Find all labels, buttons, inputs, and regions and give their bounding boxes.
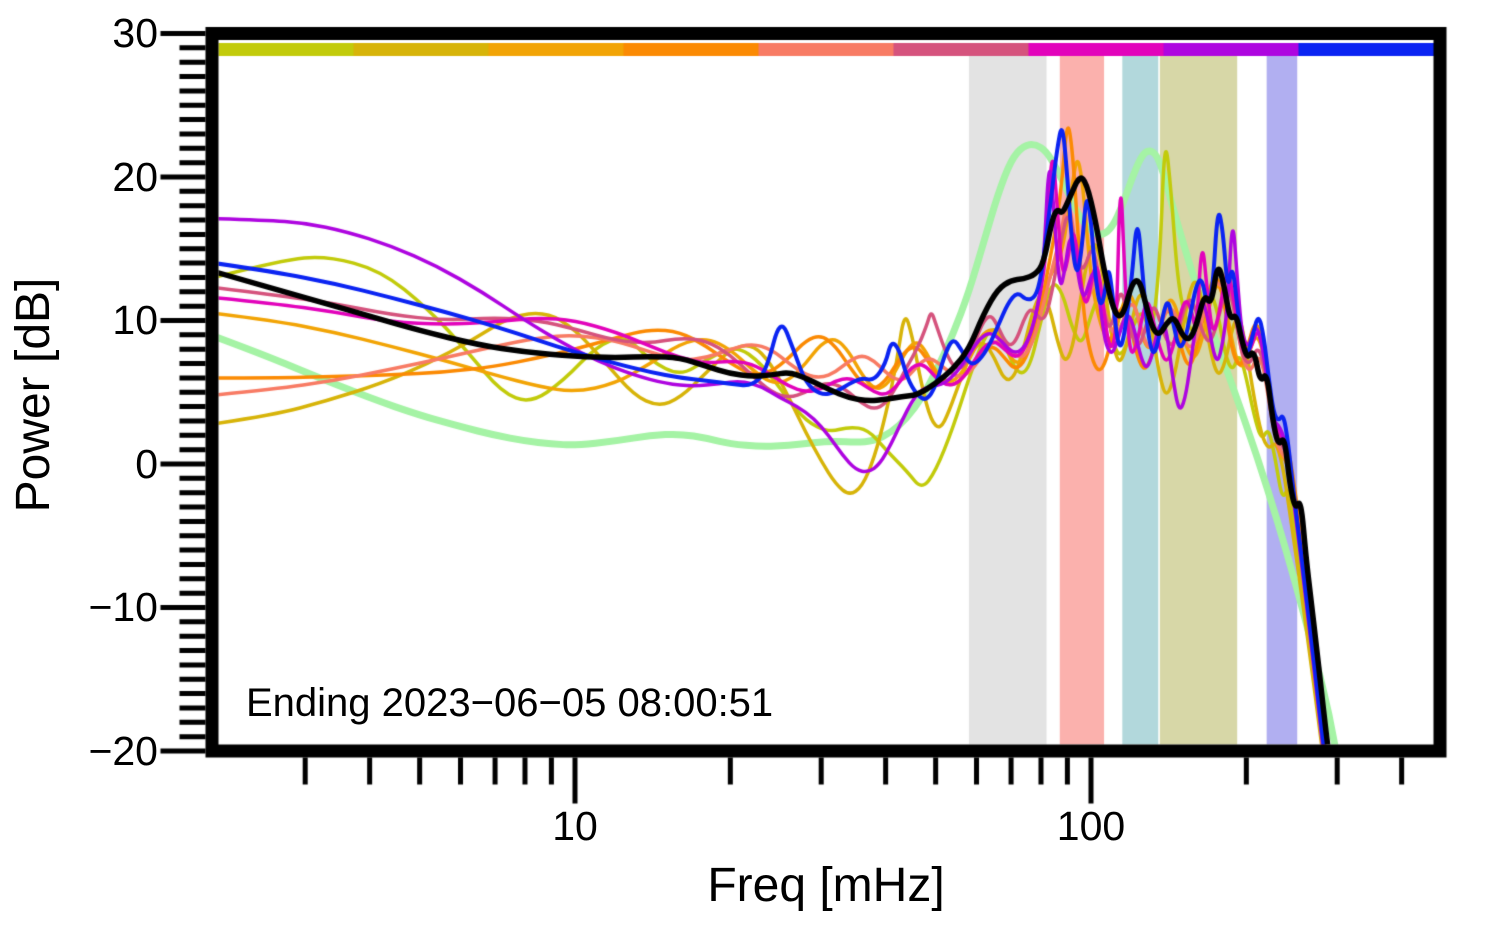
- y-tick-label: 30: [112, 10, 158, 56]
- ending-timestamp-annotation: Ending 2023−06−05 08:00:51: [246, 681, 774, 725]
- y-axis-title: Power [dB]: [7, 277, 60, 513]
- y-tick-label: 0: [135, 441, 158, 487]
- x-tick-label: 100: [1056, 803, 1126, 849]
- y-tick-label: −10: [88, 584, 158, 630]
- y-tick-label: −20: [88, 728, 158, 774]
- x-tick-label: 10: [552, 803, 598, 849]
- y-tick-label: 10: [112, 297, 158, 343]
- y-tick-label: 20: [112, 154, 158, 200]
- x-axis-title: Freq [mHz]: [707, 859, 945, 912]
